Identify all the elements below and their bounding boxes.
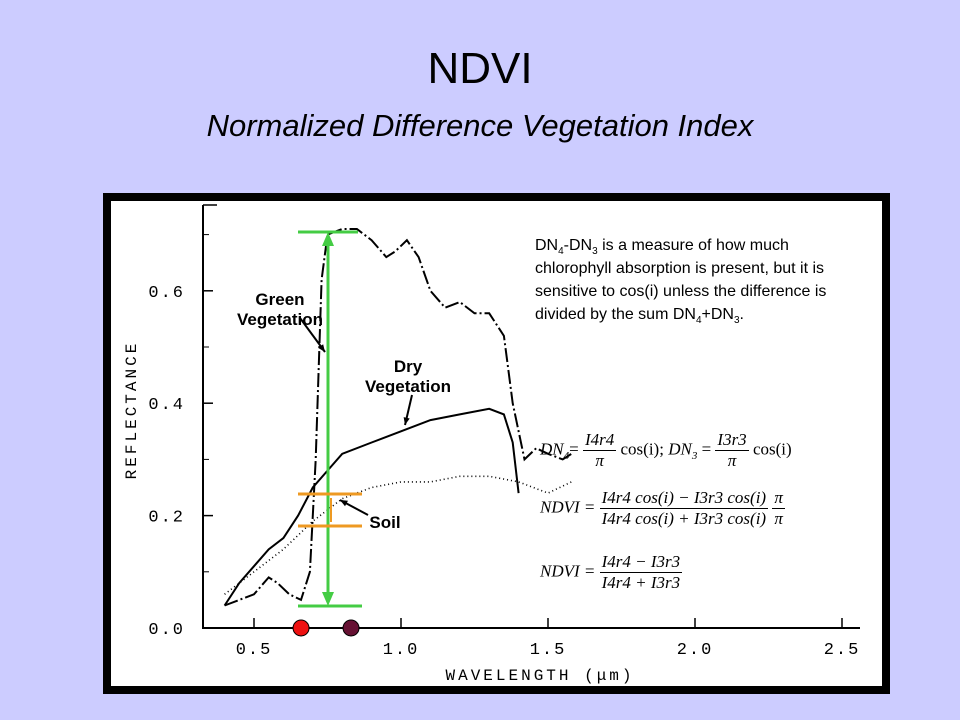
- eq-denominator: π: [595, 451, 604, 470]
- eq-fraction: I3r3 π: [715, 430, 749, 471]
- note-text: DN: [535, 237, 559, 254]
- eq-cos: cos(i);: [620, 439, 669, 459]
- eq-numerator: π: [772, 488, 785, 509]
- eq-subscript: 4: [563, 449, 570, 462]
- eq-denominator: I4r4 + I3r3: [601, 573, 681, 592]
- y-axis-label: REFLECTANCE: [123, 341, 141, 480]
- equation-ndvi-full: NDVI = I4r4 cos(i) − I3r3 cos(i) I4r4 cos…: [540, 488, 785, 529]
- series-line-soil: [224, 475, 572, 595]
- band-marker-dot: [292, 619, 310, 637]
- eq-numerator: I4r4: [582, 430, 617, 451]
- curve-label-line: Dry: [394, 357, 423, 376]
- eq-numerator: I4r4 cos(i) − I3r3 cos(i): [599, 488, 769, 509]
- x-tick-label: 1.5: [530, 641, 567, 660]
- eq-subscript: 3: [691, 449, 698, 462]
- note-text: is a measure of how much chlorophyll abs…: [535, 237, 827, 323]
- series-line-green-vegetation: [224, 228, 573, 607]
- slide-subtitle: Normalized Difference Vegetation Index: [206, 108, 754, 143]
- y-tick-label: 0.0: [148, 621, 185, 640]
- y-tick-label: 0.4: [148, 396, 185, 415]
- curve-label-line: Green: [255, 290, 304, 309]
- arrow-head: [403, 417, 410, 425]
- curve-label: Soil: [369, 513, 400, 532]
- x-axis-label: WAVELENGTH (μm): [445, 667, 634, 685]
- x-tick-label: 1.0: [383, 641, 420, 660]
- curve-label: Green Vegetation: [237, 290, 323, 329]
- arrow-head: [318, 344, 325, 352]
- curve-label-line: Vegetation: [365, 377, 451, 396]
- note-text: +DN: [701, 306, 734, 323]
- nir-arrow-down: [322, 592, 334, 606]
- y-tick-label: 0.2: [148, 509, 185, 528]
- x-tick-label: 2.5: [824, 641, 861, 660]
- curve-label: Dry Vegetation: [365, 357, 451, 396]
- eq-equals: =: [569, 439, 579, 459]
- curve-label-line: Vegetation: [237, 310, 323, 329]
- eq-denominator: I4r4 cos(i) + I3r3 cos(i): [601, 509, 767, 528]
- note-subscript: 3: [733, 315, 740, 327]
- x-tick-label: 0.5: [236, 641, 273, 660]
- note-text: .: [739, 306, 744, 323]
- figure-background: [111, 201, 882, 686]
- note-subscript: 3: [592, 246, 598, 258]
- explanation-note: DN4-DN3 is a measure of how much chlorop…: [535, 234, 835, 326]
- series-line-dry-vegetation: [223, 407, 520, 607]
- eq-denominator: π: [774, 509, 783, 528]
- eq-symbol: DN: [540, 439, 564, 459]
- eq-lhs: NDVI =: [540, 561, 596, 581]
- curve-label-line: Soil: [369, 513, 400, 532]
- eq-denominator: π: [727, 451, 737, 470]
- eq-fraction: I4r4 − I3r3 I4r4 + I3r3: [599, 552, 683, 593]
- note-text: -DN: [563, 237, 593, 254]
- note-subscript: 4: [695, 315, 702, 327]
- note-subscript: 4: [558, 246, 564, 258]
- eq-fraction: I4r4 cos(i) − I3r3 cos(i) I4r4 cos(i) + I…: [599, 488, 769, 529]
- eq-numerator: I3r3: [715, 430, 749, 451]
- eq-lhs: NDVI =: [540, 497, 596, 517]
- x-tick-label: 2.0: [677, 641, 714, 660]
- equation-dn: DN4= I4r4 π cos(i); DN3 = I3r3 π cos(i): [540, 430, 792, 471]
- band-marker-dot: [342, 619, 360, 637]
- equation-ndvi-simple: NDVI = I4r4 − I3r3 I4r4 + I3r3: [540, 552, 683, 593]
- figure-panel: [103, 193, 890, 694]
- slide-title: NDVI: [427, 44, 533, 93]
- eq-numerator: I4r4 − I3r3: [599, 552, 683, 573]
- eq-fraction: I4r4 π: [582, 430, 617, 471]
- nir-arrow-up: [322, 232, 334, 246]
- y-tick-label: 0.6: [148, 284, 185, 303]
- eq-symbol: DN: [668, 439, 692, 459]
- arrow-head: [340, 500, 348, 507]
